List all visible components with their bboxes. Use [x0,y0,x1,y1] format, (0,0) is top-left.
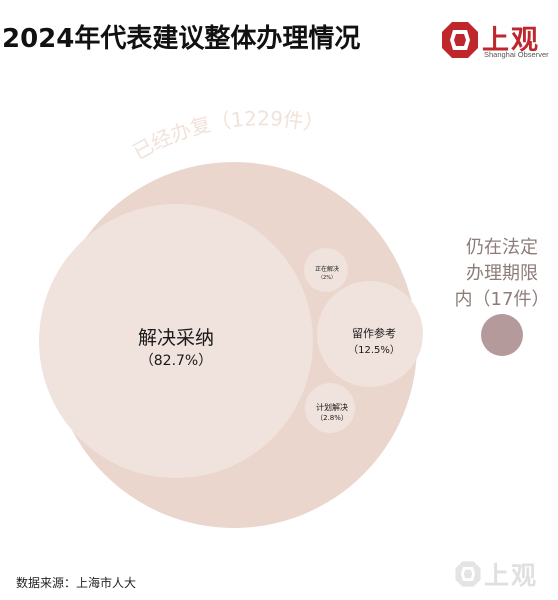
label-reference-name: 留作参考 [352,326,396,340]
label-in-progress-value: （2%） [318,275,336,281]
bubble-in-progress [304,248,348,292]
bubble-adopted [39,204,313,478]
label-planned-value: （2.8%） [316,414,348,422]
bubble-pending [481,314,523,356]
watermark-text: 上观 [484,561,539,590]
label-pending-line-2: 办理期限 [466,263,538,284]
watermark: 上观 [454,556,554,592]
brand-logo: 上观 Shanghai Observer [440,20,552,62]
label-reference-value: （12.5%） [348,344,400,356]
label-pending-line-1: 仍在法定 [466,237,538,258]
chart-title: 2024年代表建议整体办理情况 [2,24,361,54]
label-adopted-name: 解决采纳 [138,327,214,349]
label-pending-line-3: 内（17件） [455,289,550,310]
bubble-for-reference [317,281,423,387]
watermark-logo-icon [455,561,481,587]
brand-name: 上观 [482,25,540,56]
bubble-handled-label: 已经办复（1229件） [129,106,326,164]
label-adopted-value: （82.7%） [140,353,212,369]
label-planned-name: 计划解决 [316,402,348,412]
data-source-note: 数据来源：上海市人大 [16,576,137,590]
brand-mark-icon [442,22,478,58]
brand-subtitle: Shanghai Observer [484,50,549,59]
bubble-planned [305,383,355,433]
label-in-progress-name: 正在解决 [315,265,339,273]
